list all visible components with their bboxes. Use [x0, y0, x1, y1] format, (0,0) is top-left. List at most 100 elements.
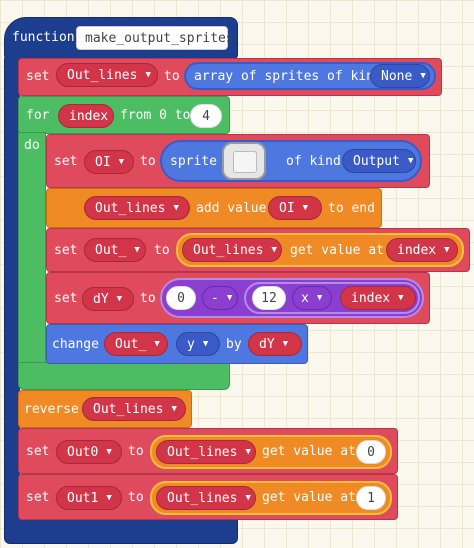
out-lines-var-dropdown[interactable]: Out_lines ▼ — [182, 238, 282, 262]
get-value-at-label: get value at — [262, 444, 356, 459]
sprite-image-picker[interactable] — [222, 142, 266, 180]
var-label: OI — [279, 200, 295, 216]
of-kind-label: of kind — [286, 154, 341, 169]
out-var-dropdown[interactable]: Out_ ▼ — [84, 238, 146, 262]
out-lines-var-dropdown[interactable]: Out_lines ▼ — [56, 63, 158, 87]
to-keyword: to — [154, 243, 170, 258]
to-keyword: to — [128, 490, 144, 505]
chevron-down-icon: ▼ — [106, 493, 112, 503]
var-label: index — [397, 242, 437, 258]
var-label: Out_ — [95, 242, 127, 258]
set-keyword: set — [54, 154, 78, 169]
var-label: Out_lines — [95, 200, 166, 216]
set-keyword: set — [26, 69, 50, 84]
var-label: OI — [95, 154, 111, 170]
chevron-down-icon: ▼ — [171, 404, 177, 414]
chevron-down-icon: ▼ — [420, 71, 426, 81]
loop-end-input[interactable]: 4 — [190, 104, 222, 128]
multiply-operator-dropdown[interactable]: x ▼ — [292, 286, 332, 310]
set-keyword: set — [26, 490, 50, 505]
property-y-dropdown[interactable]: y ▼ — [176, 332, 220, 356]
out1-var-dropdown[interactable]: Out1 ▼ — [56, 486, 122, 510]
chevron-down-icon: ▼ — [202, 339, 209, 349]
chevron-down-icon: ▼ — [282, 339, 289, 349]
oi-var-dropdown[interactable]: OI ▼ — [268, 196, 322, 220]
twelve-input[interactable]: 12 — [252, 286, 286, 310]
var-label: Out_ — [115, 336, 147, 352]
chevron-down-icon: ▼ — [173, 203, 179, 213]
change-keyword: change — [52, 337, 99, 352]
var-label: Out_lines — [167, 490, 238, 506]
chevron-down-icon: ▼ — [134, 245, 140, 255]
dy-var-dropdown[interactable]: dY ▼ — [248, 332, 302, 356]
for-loop-footer — [18, 362, 230, 390]
set-keyword: set — [26, 444, 50, 459]
var-label: dY — [93, 291, 109, 307]
var-label: Out0 — [67, 444, 99, 460]
chevron-down-icon: ▼ — [154, 339, 160, 349]
kind-output-dropdown[interactable]: Output ▼ — [342, 149, 416, 173]
oi-var-dropdown[interactable]: OI ▼ — [84, 150, 134, 174]
operator-label: - — [211, 290, 219, 306]
get-value-at-label: get value at — [290, 243, 384, 258]
var-label: index — [351, 290, 391, 306]
chevron-down-icon: ▼ — [226, 293, 233, 303]
chevron-down-icon: ▼ — [316, 293, 323, 303]
out-lines-var-dropdown[interactable]: Out_lines ▼ — [84, 196, 190, 220]
out-var-dropdown[interactable]: Out_ ▼ — [104, 332, 168, 356]
function-footer — [4, 518, 238, 544]
chevron-down-icon: ▼ — [271, 245, 277, 255]
chevron-down-icon: ▼ — [302, 203, 309, 213]
sprite-preview-icon — [233, 151, 257, 173]
chevron-down-icon: ▼ — [116, 294, 123, 304]
index-var[interactable]: index — [58, 104, 114, 128]
chevron-down-icon: ▼ — [398, 293, 404, 303]
index-1-input[interactable]: 1 — [356, 486, 386, 510]
to-keyword: to — [140, 291, 156, 306]
function-keyword: function — [12, 30, 75, 45]
minus-operator-dropdown[interactable]: - ▼ — [202, 286, 238, 310]
chevron-down-icon: ▼ — [444, 245, 450, 255]
var-label: Out_lines — [93, 401, 164, 417]
var-label: Out_lines — [193, 242, 264, 258]
to-keyword: to — [140, 154, 156, 169]
chevron-down-icon: ▼ — [245, 493, 251, 503]
out-lines-var-dropdown[interactable]: Out_lines ▼ — [156, 486, 256, 510]
index-var-dropdown[interactable]: index ▼ — [386, 238, 458, 262]
to-keyword: to — [128, 444, 144, 459]
zero-input[interactable]: 0 — [166, 286, 196, 310]
function-name-field[interactable]: make_output_sprites — [76, 26, 234, 50]
index-var-dropdown[interactable]: index ▼ — [340, 286, 416, 310]
var-label: Out_lines — [67, 67, 138, 83]
index-0-input[interactable]: 0 — [356, 440, 386, 464]
function-body-bar — [4, 55, 20, 521]
set-keyword: set — [54, 243, 78, 258]
do-keyword: do — [24, 138, 40, 153]
array-of-sprites-label: array of sprites of kind — [194, 69, 382, 84]
reverse-keyword: reverse — [24, 402, 79, 417]
var-label: dY — [259, 336, 275, 352]
sprite-label: sprite — [170, 154, 217, 169]
property-label: y — [187, 336, 195, 352]
out-lines-var-dropdown[interactable]: Out_lines ▼ — [82, 397, 186, 421]
to-end-label: to end — [328, 201, 375, 216]
chevron-down-icon: ▼ — [118, 157, 125, 167]
dy-var-dropdown[interactable]: dY ▼ — [82, 287, 134, 311]
get-value-at-label: get value at — [262, 490, 356, 505]
for-keyword: for — [26, 108, 50, 123]
out-lines-var-dropdown[interactable]: Out_lines ▼ — [156, 440, 256, 464]
add-value-label: add value — [196, 201, 267, 216]
var-label: index — [69, 108, 109, 124]
chevron-down-icon: ▼ — [245, 447, 251, 457]
operator-label: x — [301, 290, 309, 306]
chevron-down-icon: ▼ — [407, 156, 414, 166]
out0-var-dropdown[interactable]: Out0 ▼ — [56, 440, 122, 464]
from-label: from 0 to — [120, 108, 191, 123]
var-label: Out1 — [67, 490, 99, 506]
kind-none-dropdown[interactable]: None ▼ — [370, 64, 430, 88]
kind-label: None — [381, 68, 413, 84]
to-keyword: to — [164, 69, 180, 84]
kind-label: Output — [353, 153, 400, 169]
chevron-down-icon: ▼ — [145, 70, 151, 80]
set-keyword: set — [54, 291, 78, 306]
